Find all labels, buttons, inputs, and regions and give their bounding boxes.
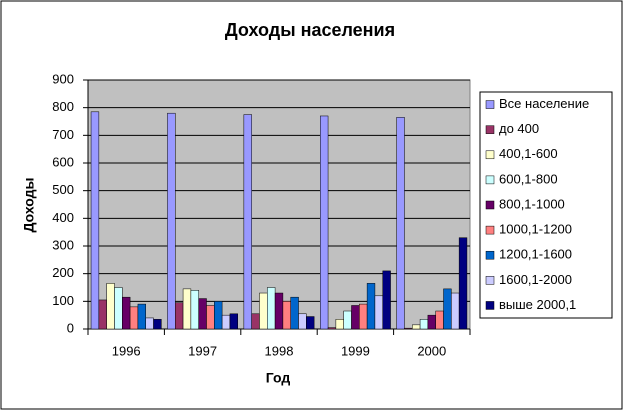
bar	[190, 290, 199, 330]
y-tick-label: 700	[52, 127, 74, 142]
y-tick-label: 400	[52, 210, 74, 225]
bar	[458, 237, 468, 330]
bar	[404, 327, 413, 330]
bar	[167, 112, 176, 330]
bar	[374, 295, 383, 330]
x-tick-label: 1999	[341, 343, 370, 358]
bar	[214, 301, 223, 330]
y-tick-label: 300	[52, 237, 74, 252]
legend-label: выше 2000,1	[499, 297, 576, 312]
legend-label: 1600,1-2000	[499, 272, 572, 287]
legend-label: 800,1-1000	[499, 196, 565, 211]
x-tick-label: 1998	[265, 343, 294, 358]
bar	[243, 114, 252, 330]
bar	[137, 303, 146, 330]
bar	[443, 288, 452, 330]
y-tick-label: 500	[52, 182, 74, 197]
bar	[306, 316, 315, 330]
y-tick-label: 0	[67, 320, 74, 335]
legend-swatch	[485, 125, 495, 134]
bar	[320, 115, 329, 330]
legend-swatch	[485, 200, 495, 210]
bar	[106, 283, 115, 330]
legend-label: 400,1-600	[499, 146, 558, 161]
bar	[182, 288, 192, 330]
bar	[251, 313, 260, 330]
x-tick-label: 2000	[417, 343, 446, 358]
bar	[229, 313, 238, 330]
bar	[419, 319, 429, 330]
bar	[366, 283, 376, 330]
bar	[282, 301, 291, 330]
bar	[274, 292, 284, 330]
legend-swatch	[485, 175, 495, 185]
y-tick-label: 800	[52, 99, 74, 114]
bar	[427, 314, 436, 330]
bar	[298, 313, 307, 330]
bar	[129, 306, 139, 330]
bar	[145, 317, 154, 330]
legend-swatch	[485, 250, 495, 260]
bar	[451, 292, 460, 330]
bar	[382, 270, 391, 330]
bar	[267, 287, 276, 330]
bar	[351, 305, 360, 330]
bar	[396, 117, 405, 330]
chart-title: Доходы населения	[225, 20, 395, 40]
legend-swatch	[485, 100, 495, 109]
legend-swatch	[485, 276, 495, 285]
bar	[359, 303, 368, 330]
bar	[122, 296, 131, 330]
legend-box	[479, 91, 613, 319]
legend-label: до 400	[499, 121, 539, 136]
bar	[290, 296, 299, 330]
plot-area	[87, 79, 471, 330]
bar	[90, 111, 100, 330]
x-tick-label: 1997	[188, 343, 217, 358]
bar	[114, 287, 123, 330]
legend-label: 1000,1-1200	[499, 222, 572, 237]
legend-swatch	[485, 225, 495, 235]
bar	[327, 327, 337, 330]
legend-label: 600,1-800	[499, 171, 558, 186]
bar	[412, 324, 421, 330]
y-tick-label: 100	[52, 293, 74, 308]
legend-swatch	[485, 301, 495, 310]
bar	[175, 302, 184, 330]
legend-label: Все население	[499, 96, 589, 111]
bar	[259, 292, 268, 330]
bar	[206, 305, 215, 330]
bar	[98, 299, 107, 330]
y-tick-label: 600	[52, 154, 74, 169]
y-tick-label: 200	[52, 265, 74, 280]
bar	[153, 319, 162, 330]
bar	[435, 310, 444, 330]
bar	[221, 314, 231, 330]
y-axis-label: Доходы	[21, 178, 37, 233]
x-axis-label: Год	[266, 370, 291, 386]
legend-label: 1200,1-1600	[499, 247, 572, 262]
y-tick-label: 900	[52, 71, 74, 86]
x-tick-label: 1996	[112, 343, 141, 358]
bar	[343, 310, 352, 330]
bar	[198, 298, 207, 330]
bar	[335, 319, 344, 330]
legend-swatch	[485, 150, 495, 160]
